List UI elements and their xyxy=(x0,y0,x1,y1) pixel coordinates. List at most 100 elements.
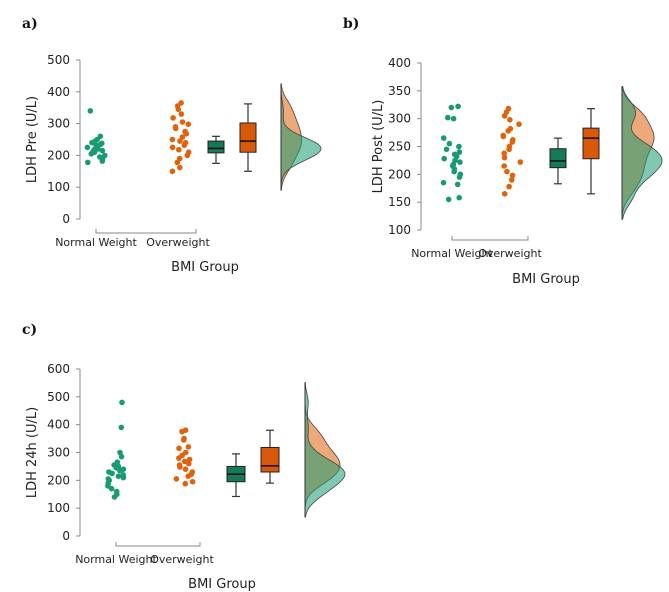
data-point-normal xyxy=(111,494,118,500)
data-point-overweight xyxy=(172,125,179,132)
y-tick-label: 400 xyxy=(388,56,411,70)
x-category-label: Normal Weight xyxy=(411,247,493,260)
data-point-normal xyxy=(456,149,463,155)
data-point-overweight xyxy=(177,138,183,144)
data-point-normal xyxy=(87,108,94,114)
y-tick-label: 400 xyxy=(47,85,70,99)
data-point-normal xyxy=(118,424,125,431)
y-tick-label: 200 xyxy=(388,167,411,181)
data-point-overweight xyxy=(179,134,186,140)
y-tick-label: 100 xyxy=(388,223,411,237)
data-point-normal xyxy=(450,115,457,122)
data-point-normal xyxy=(99,147,106,154)
data-point-overweight xyxy=(501,154,508,161)
y-tick-label: 250 xyxy=(388,140,411,154)
data-point-overweight xyxy=(170,115,176,121)
data-point-overweight xyxy=(169,144,176,151)
data-point-normal xyxy=(117,449,123,456)
y-tick-label: 0 xyxy=(62,529,70,543)
data-point-overweight xyxy=(504,168,510,175)
data-point-overweight xyxy=(186,460,192,467)
box-iqr-overweight xyxy=(239,122,257,153)
data-point-normal xyxy=(456,174,463,180)
data-point-overweight xyxy=(506,146,512,153)
data-point-normal xyxy=(97,141,104,148)
data-point-overweight xyxy=(509,139,516,145)
x-axis-bracket xyxy=(95,229,197,234)
data-point-overweight xyxy=(506,183,512,190)
x-axis-title: BMI Group xyxy=(188,577,256,592)
density-cloud-normal xyxy=(621,86,663,220)
data-point-overweight xyxy=(176,455,182,461)
data-point-normal xyxy=(456,143,462,150)
x-category-label: Normal Weight xyxy=(75,553,157,566)
data-point-overweight xyxy=(505,128,512,134)
data-point-overweight xyxy=(509,172,516,179)
data-point-overweight xyxy=(189,478,196,485)
y-tick-label: 600 xyxy=(47,362,70,376)
x-category-label: Overweight xyxy=(146,236,210,249)
density-cloud-normal xyxy=(280,83,322,191)
y-tick-label: 500 xyxy=(47,53,70,67)
y-axis-title: LDH Post (U/L) xyxy=(371,100,386,194)
data-point-normal xyxy=(455,103,461,110)
data-point-normal xyxy=(445,196,452,203)
x-axis-bracket xyxy=(115,542,201,547)
data-point-overweight xyxy=(181,458,188,465)
y-tick-label: 100 xyxy=(47,501,70,515)
data-point-overweight xyxy=(176,445,182,452)
data-point-overweight xyxy=(182,466,189,473)
data-point-normal xyxy=(99,158,106,164)
box-iqr-overweight xyxy=(260,446,280,473)
data-point-overweight xyxy=(178,111,185,117)
data-point-overweight xyxy=(181,142,188,148)
data-point-overweight xyxy=(500,133,507,140)
data-point-overweight xyxy=(177,464,183,470)
x-category-label: Overweight xyxy=(478,247,542,260)
data-point-overweight xyxy=(182,480,189,487)
data-point-normal xyxy=(446,140,453,147)
data-point-overweight xyxy=(507,117,513,123)
data-point-overweight xyxy=(169,136,176,143)
data-point-normal xyxy=(109,470,115,477)
data-point-normal xyxy=(84,144,91,151)
data-point-overweight xyxy=(517,159,524,165)
box-iqr-normal xyxy=(207,140,225,154)
x-axis-bracket xyxy=(451,236,529,241)
y-tick-label: 200 xyxy=(47,473,70,487)
y-tick-label: 400 xyxy=(47,418,70,432)
data-point-overweight xyxy=(516,121,522,127)
y-tick-label: 0 xyxy=(62,212,70,226)
data-point-overweight xyxy=(185,473,191,480)
data-point-overweight xyxy=(169,168,176,175)
y-tick-label: 200 xyxy=(47,148,70,162)
y-tick-label: 100 xyxy=(47,180,70,194)
data-point-overweight xyxy=(501,150,508,156)
data-point-overweight xyxy=(501,113,508,119)
x-axis-title: BMI Group xyxy=(512,272,580,287)
data-point-normal xyxy=(88,151,95,157)
data-point-overweight xyxy=(508,177,515,183)
data-point-overweight xyxy=(179,428,185,435)
data-point-normal xyxy=(448,104,455,111)
data-point-normal xyxy=(445,114,451,121)
y-tick-label: 300 xyxy=(47,117,70,131)
density-cloud-normal xyxy=(304,382,346,518)
data-point-normal xyxy=(443,146,450,153)
data-point-overweight xyxy=(176,146,182,153)
data-point-normal xyxy=(456,194,463,201)
data-point-overweight xyxy=(501,163,508,169)
y-tick-label: 150 xyxy=(388,195,411,209)
x-axis-title: BMI Group xyxy=(171,260,239,275)
box-iqr-overweight xyxy=(582,127,600,160)
data-point-overweight xyxy=(179,119,186,125)
y-axis-title: LDH Pre (U/L) xyxy=(25,96,40,183)
chart-panel-2: b) 100 150 200 250 300 350 400 LDH Post (U/L) Nor… xyxy=(343,16,663,287)
data-point-overweight xyxy=(184,152,191,159)
data-point-overweight xyxy=(185,444,192,450)
data-point-normal xyxy=(120,474,127,481)
data-point-normal xyxy=(108,485,115,492)
x-category-label: Overweight xyxy=(150,553,214,566)
x-category-label: Normal Weight xyxy=(55,236,137,249)
